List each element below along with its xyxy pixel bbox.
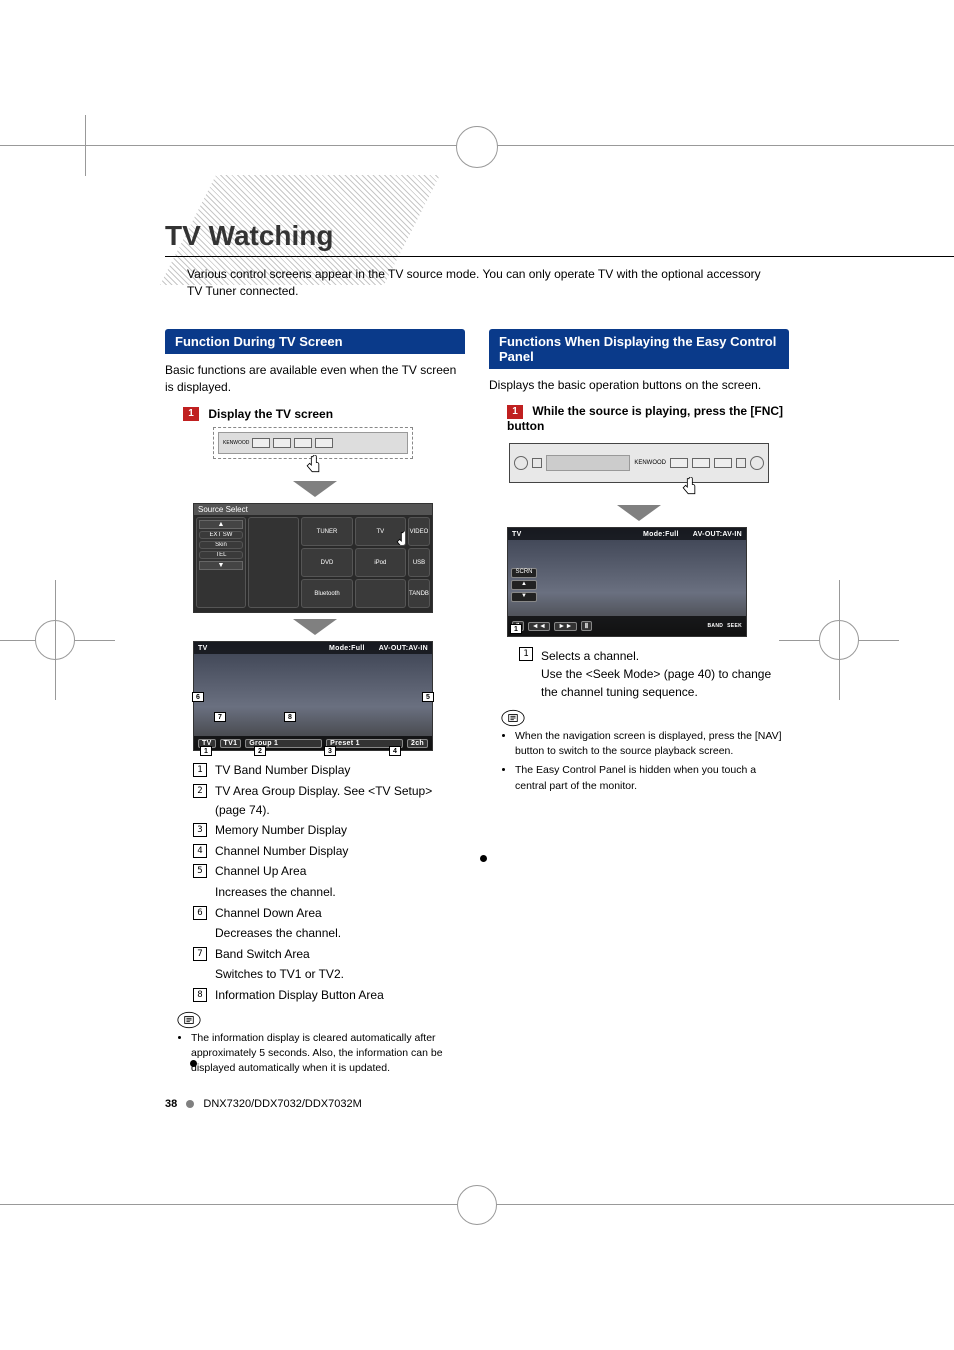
side-buttons: SCRN ▲ ▼ — [511, 568, 537, 602]
enum-6: Channel Down Area — [215, 906, 322, 920]
left-enum-list: 1TV Band Number Display 2TV Area Group D… — [193, 761, 465, 1004]
tv-top-left: TV — [198, 645, 329, 652]
left-section-header: Function During TV Screen — [165, 329, 465, 354]
callout-1: 1 — [200, 746, 212, 756]
model-numbers: DNX7320/DDX7032/DDX7032M — [203, 1098, 361, 1110]
pointer-hand-icon — [303, 455, 323, 475]
down-arrow-icon — [617, 505, 661, 521]
page-footer: 38 DNX7320/DDX7032/DDX7032M — [165, 1098, 362, 1110]
callout-8: 8 — [284, 712, 296, 722]
enum-1: TV Band Number Display — [215, 763, 350, 777]
easy-control-screenshot: TV Mode:Full AV-OUT:AV-IN SCRN ▲ ▼ Ⅱ ◄◄ … — [507, 527, 747, 637]
enum-5-sub: Increases the channel. — [215, 885, 336, 899]
down-arrow-icon — [293, 481, 337, 497]
step-badge: 1 — [507, 405, 523, 419]
right-enum: 1 Selects a channel. Use the <Seek Mode>… — [519, 647, 789, 701]
bullet-dot — [190, 1060, 197, 1067]
callout-7: 7 — [214, 712, 226, 722]
tv-bot-tv1: TV1 — [220, 739, 242, 748]
enum-5: Channel Up Area — [215, 864, 306, 878]
page-number: 38 — [165, 1098, 177, 1110]
enum-7-sub: Switches to TV1 or TV2. — [215, 967, 344, 981]
src-skin: Skin — [199, 541, 243, 549]
right-step: 1 While the source is playing, press the… — [507, 404, 789, 433]
right-section-body: Displays the basic operation buttons on … — [489, 369, 789, 394]
right-note-1: When the navigation screen is displayed,… — [515, 729, 789, 759]
step-badge: 1 — [183, 407, 199, 421]
right-column: Functions When Displaying the Easy Contr… — [489, 329, 789, 1080]
src-empty — [355, 579, 406, 608]
device-fascia: KENWOOD — [218, 432, 408, 454]
src-ipod: iPod — [355, 548, 406, 577]
step-label: While the source is playing, press the [… — [507, 404, 783, 433]
note-icon — [501, 709, 525, 727]
tv-bot-ch: 2ch — [407, 739, 428, 748]
right-note-list: When the navigation screen is displayed,… — [505, 729, 789, 794]
callout-3: 3 — [324, 746, 336, 756]
left-section-body: Basic functions are available even when … — [165, 354, 465, 397]
step-label: Display the TV screen — [208, 407, 333, 421]
crop-mark-right — [809, 610, 869, 670]
left-note-list: The information display is cleared autom… — [181, 1031, 465, 1077]
pointer-hand-icon — [679, 477, 699, 499]
left-note: The information display is cleared autom… — [191, 1031, 465, 1077]
enum-2: TV Area Group Display. See <TV Setup> (p… — [215, 784, 432, 817]
intro-text: Various control screens appear in the TV… — [187, 266, 767, 301]
tv-top-mid: Mode:Full — [643, 531, 679, 538]
callout-6: 6 — [192, 692, 204, 702]
enum-8: Information Display Button Area — [215, 988, 384, 1002]
left-step: 1 Display the TV screen — [183, 407, 465, 422]
down-arrow-icon — [293, 619, 337, 635]
device-fascia-full: KENWOOD — [509, 443, 769, 499]
src-tuner: TUNER — [301, 517, 352, 546]
enum-6-sub: Decreases the channel. — [215, 926, 341, 940]
enum-4: Channel Number Display — [215, 844, 348, 858]
right-section-header: Functions When Displaying the Easy Contr… — [489, 329, 789, 369]
bullet-dot — [480, 855, 487, 862]
callout-2: 2 — [254, 746, 266, 756]
tv-top-right: AV-OUT:AV-IN — [379, 645, 428, 652]
enum-3: Memory Number Display — [215, 823, 347, 837]
tv-top-left: TV — [512, 531, 643, 538]
src-extsw: EXT SW — [199, 531, 243, 539]
src-tv: TV — [355, 517, 406, 546]
crop-mark-bottom-circle — [457, 1185, 497, 1225]
callout-5: 5 — [422, 692, 434, 702]
note-icon — [177, 1011, 201, 1029]
right-enum-1: Selects a channel. — [541, 647, 789, 665]
tv-top-mid: Mode:Full — [329, 645, 365, 652]
crop-mark-top — [0, 145, 954, 205]
src-usb: USB — [408, 548, 430, 577]
left-column: Function During TV Screen Basic function… — [165, 329, 465, 1080]
tv-top-right: AV-OUT:AV-IN — [693, 531, 742, 538]
src-bt: Bluetooth — [301, 579, 352, 608]
enum-7: Band Switch Area — [215, 947, 310, 961]
src-standby: STANDBY — [408, 579, 430, 608]
src-title: Source Select — [194, 504, 432, 515]
callout-4: 4 — [389, 746, 401, 756]
src-video: VIDEO — [408, 517, 430, 546]
source-select-screenshot: Source Select ▲ EXT SW Skin TEL ▼ TUNER … — [193, 503, 433, 613]
src-dvd: DVD — [301, 548, 352, 577]
src-tel: TEL — [199, 551, 243, 559]
tv-screen-screenshot: TV Mode:Full AV-OUT:AV-IN TV TV1 Group 1… — [193, 641, 433, 751]
footer-dot-icon — [186, 1100, 194, 1108]
right-note-2: The Easy Control Panel is hidden when yo… — [515, 763, 789, 793]
crop-mark — [85, 115, 86, 175]
crop-mark-left — [85, 610, 145, 670]
page-title: TV Watching — [165, 220, 789, 252]
callout-1: 1 — [510, 624, 522, 634]
right-enum-1-sub: Use the <Seek Mode> (page 40) to change … — [519, 665, 789, 701]
